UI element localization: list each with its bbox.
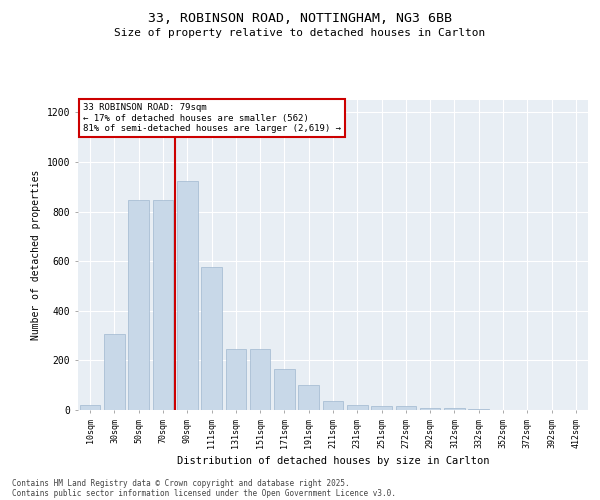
Bar <box>420 408 440 410</box>
Bar <box>469 409 489 410</box>
Bar <box>395 406 416 410</box>
Bar <box>274 369 295 410</box>
Bar <box>80 405 100 410</box>
Bar <box>298 385 319 410</box>
X-axis label: Distribution of detached houses by size in Carlton: Distribution of detached houses by size … <box>177 456 489 466</box>
Text: 33, ROBINSON ROAD, NOTTINGHAM, NG3 6BB: 33, ROBINSON ROAD, NOTTINGHAM, NG3 6BB <box>148 12 452 26</box>
Bar <box>201 268 222 410</box>
Bar <box>444 408 465 410</box>
Bar <box>347 405 368 410</box>
Text: 33 ROBINSON ROAD: 79sqm
← 17% of detached houses are smaller (562)
81% of semi-d: 33 ROBINSON ROAD: 79sqm ← 17% of detache… <box>83 103 341 133</box>
Text: Size of property relative to detached houses in Carlton: Size of property relative to detached ho… <box>115 28 485 38</box>
Bar <box>177 180 197 410</box>
Bar <box>152 200 173 410</box>
Text: Contains HM Land Registry data © Crown copyright and database right 2025.: Contains HM Land Registry data © Crown c… <box>12 478 350 488</box>
Bar <box>226 349 246 410</box>
Bar <box>323 402 343 410</box>
Text: Contains public sector information licensed under the Open Government Licence v3: Contains public sector information licen… <box>12 488 396 498</box>
Y-axis label: Number of detached properties: Number of detached properties <box>31 170 41 340</box>
Bar <box>104 334 125 410</box>
Bar <box>250 349 271 410</box>
Bar <box>128 200 149 410</box>
Bar <box>371 406 392 410</box>
